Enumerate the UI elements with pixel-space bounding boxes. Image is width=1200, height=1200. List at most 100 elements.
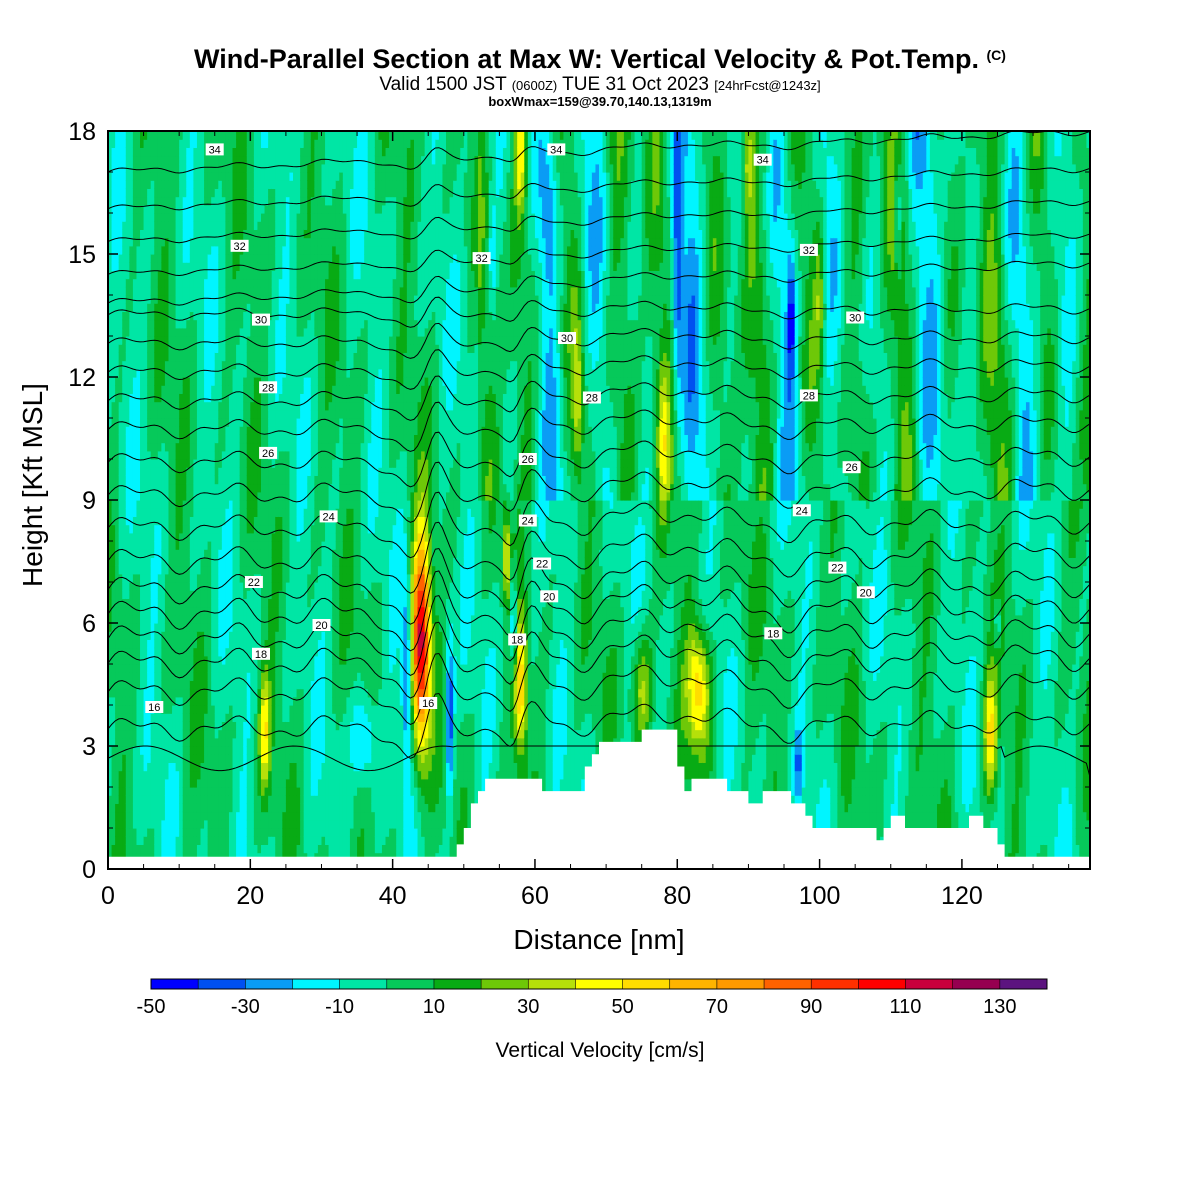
velocity-cell: [264, 163, 269, 173]
velocity-cell: [143, 795, 148, 804]
velocity-cell: [108, 245, 113, 255]
velocity-cell: [196, 426, 202, 435]
velocity-cell: [196, 672, 202, 681]
velocity-cell: [243, 295, 248, 304]
velocity-cell: [253, 204, 259, 214]
velocity-cell: [168, 270, 173, 280]
velocity-cell: [136, 385, 141, 394]
velocity-cell: [275, 434, 280, 444]
velocity-cell: [204, 368, 209, 378]
velocity-cell: [150, 401, 155, 411]
velocity-cell: [164, 541, 170, 550]
velocity-cell: [161, 737, 166, 747]
velocity-cell: [218, 262, 223, 271]
velocity-cell: [179, 172, 184, 181]
velocity-cell: [228, 737, 234, 747]
velocity-cell: [175, 467, 180, 476]
velocity-cell: [182, 508, 187, 517]
velocity-cell: [257, 721, 262, 731]
velocity-cell: [108, 778, 113, 788]
velocity-cell: [275, 188, 280, 198]
velocity-cell: [232, 606, 237, 616]
velocity-cell: [161, 483, 166, 493]
velocity-cell: [179, 770, 184, 780]
velocity-cell: [214, 434, 219, 444]
velocity-cell: [129, 303, 134, 312]
velocity-cell: [172, 516, 177, 526]
velocity-cell: [204, 746, 209, 755]
velocity-cell: [196, 713, 202, 722]
velocity-cell: [293, 426, 298, 435]
velocity-cell: [293, 278, 298, 288]
velocity-cell: [172, 713, 177, 722]
velocity-cell: [239, 573, 244, 583]
velocity-cell: [154, 270, 159, 280]
velocity-cell: [132, 204, 138, 214]
velocity-cell: [228, 327, 234, 337]
velocity-cell: [250, 344, 255, 353]
velocity-cell: [246, 795, 251, 804]
velocity-cell: [172, 319, 177, 329]
velocity-cell: [111, 819, 116, 829]
velocity-cell: [225, 254, 230, 263]
velocity-cell: [293, 696, 298, 706]
velocity-cell: [218, 614, 223, 624]
velocity-cell: [239, 795, 244, 804]
velocity-cell: [218, 172, 223, 181]
velocity-cell: [111, 401, 116, 411]
velocity-cell: [140, 311, 145, 321]
velocity-cell: [161, 754, 166, 763]
velocity-cell: [218, 131, 223, 140]
velocity-cell: [264, 500, 269, 509]
chart-title: Wind-Parallel Section at Max W: Vertical…: [0, 44, 1200, 75]
velocity-cell: [278, 754, 283, 763]
velocity-cell: [250, 286, 255, 296]
velocity-cell: [175, 828, 180, 837]
velocity-cell: [278, 737, 283, 747]
velocity-cell: [211, 311, 216, 321]
velocity-cell: [147, 434, 152, 444]
velocity-cell: [129, 819, 134, 829]
velocity-cell: [282, 787, 287, 796]
velocity-cell: [200, 844, 205, 854]
velocity-cell: [243, 737, 248, 747]
velocity-cell: [129, 245, 134, 255]
velocity-cell: [172, 705, 177, 714]
velocity-cell: [239, 147, 244, 157]
velocity-cell: [214, 524, 219, 534]
velocity-cell: [140, 573, 145, 583]
velocity-cell: [257, 327, 262, 337]
velocity-cell: [293, 262, 298, 271]
velocity-cell: [189, 828, 194, 837]
velocity-cell: [154, 623, 159, 632]
velocity-cell: [225, 500, 230, 509]
velocity-cell: [125, 500, 130, 509]
velocity-cell: [232, 131, 237, 140]
velocity-cell: [236, 163, 241, 173]
velocity-cell: [214, 409, 219, 419]
velocity-cell: [239, 516, 244, 526]
velocity-cell: [200, 746, 205, 755]
velocity-cell: [150, 352, 155, 362]
velocity-cell: [278, 475, 283, 485]
velocity-cell: [268, 213, 273, 222]
velocity-cell: [168, 409, 173, 419]
velocity-cell: [282, 467, 287, 476]
velocity-cell: [157, 770, 162, 780]
velocity-cell: [122, 737, 127, 747]
velocity-cell: [147, 139, 152, 148]
velocity-cell: [193, 737, 198, 747]
velocity-cell: [239, 221, 244, 230]
velocity-cell: [132, 278, 138, 288]
velocity-cell: [193, 377, 198, 386]
velocity-cell: [243, 557, 248, 567]
velocity-cell: [221, 286, 227, 296]
velocity-cell: [132, 565, 138, 575]
velocity-cell: [278, 172, 283, 181]
velocity-cell: [268, 270, 273, 280]
velocity-cell: [218, 180, 223, 189]
velocity-cell: [157, 787, 162, 796]
velocity-cell: [108, 188, 113, 198]
velocity-cell: [204, 426, 209, 435]
velocity-cell: [207, 639, 212, 649]
